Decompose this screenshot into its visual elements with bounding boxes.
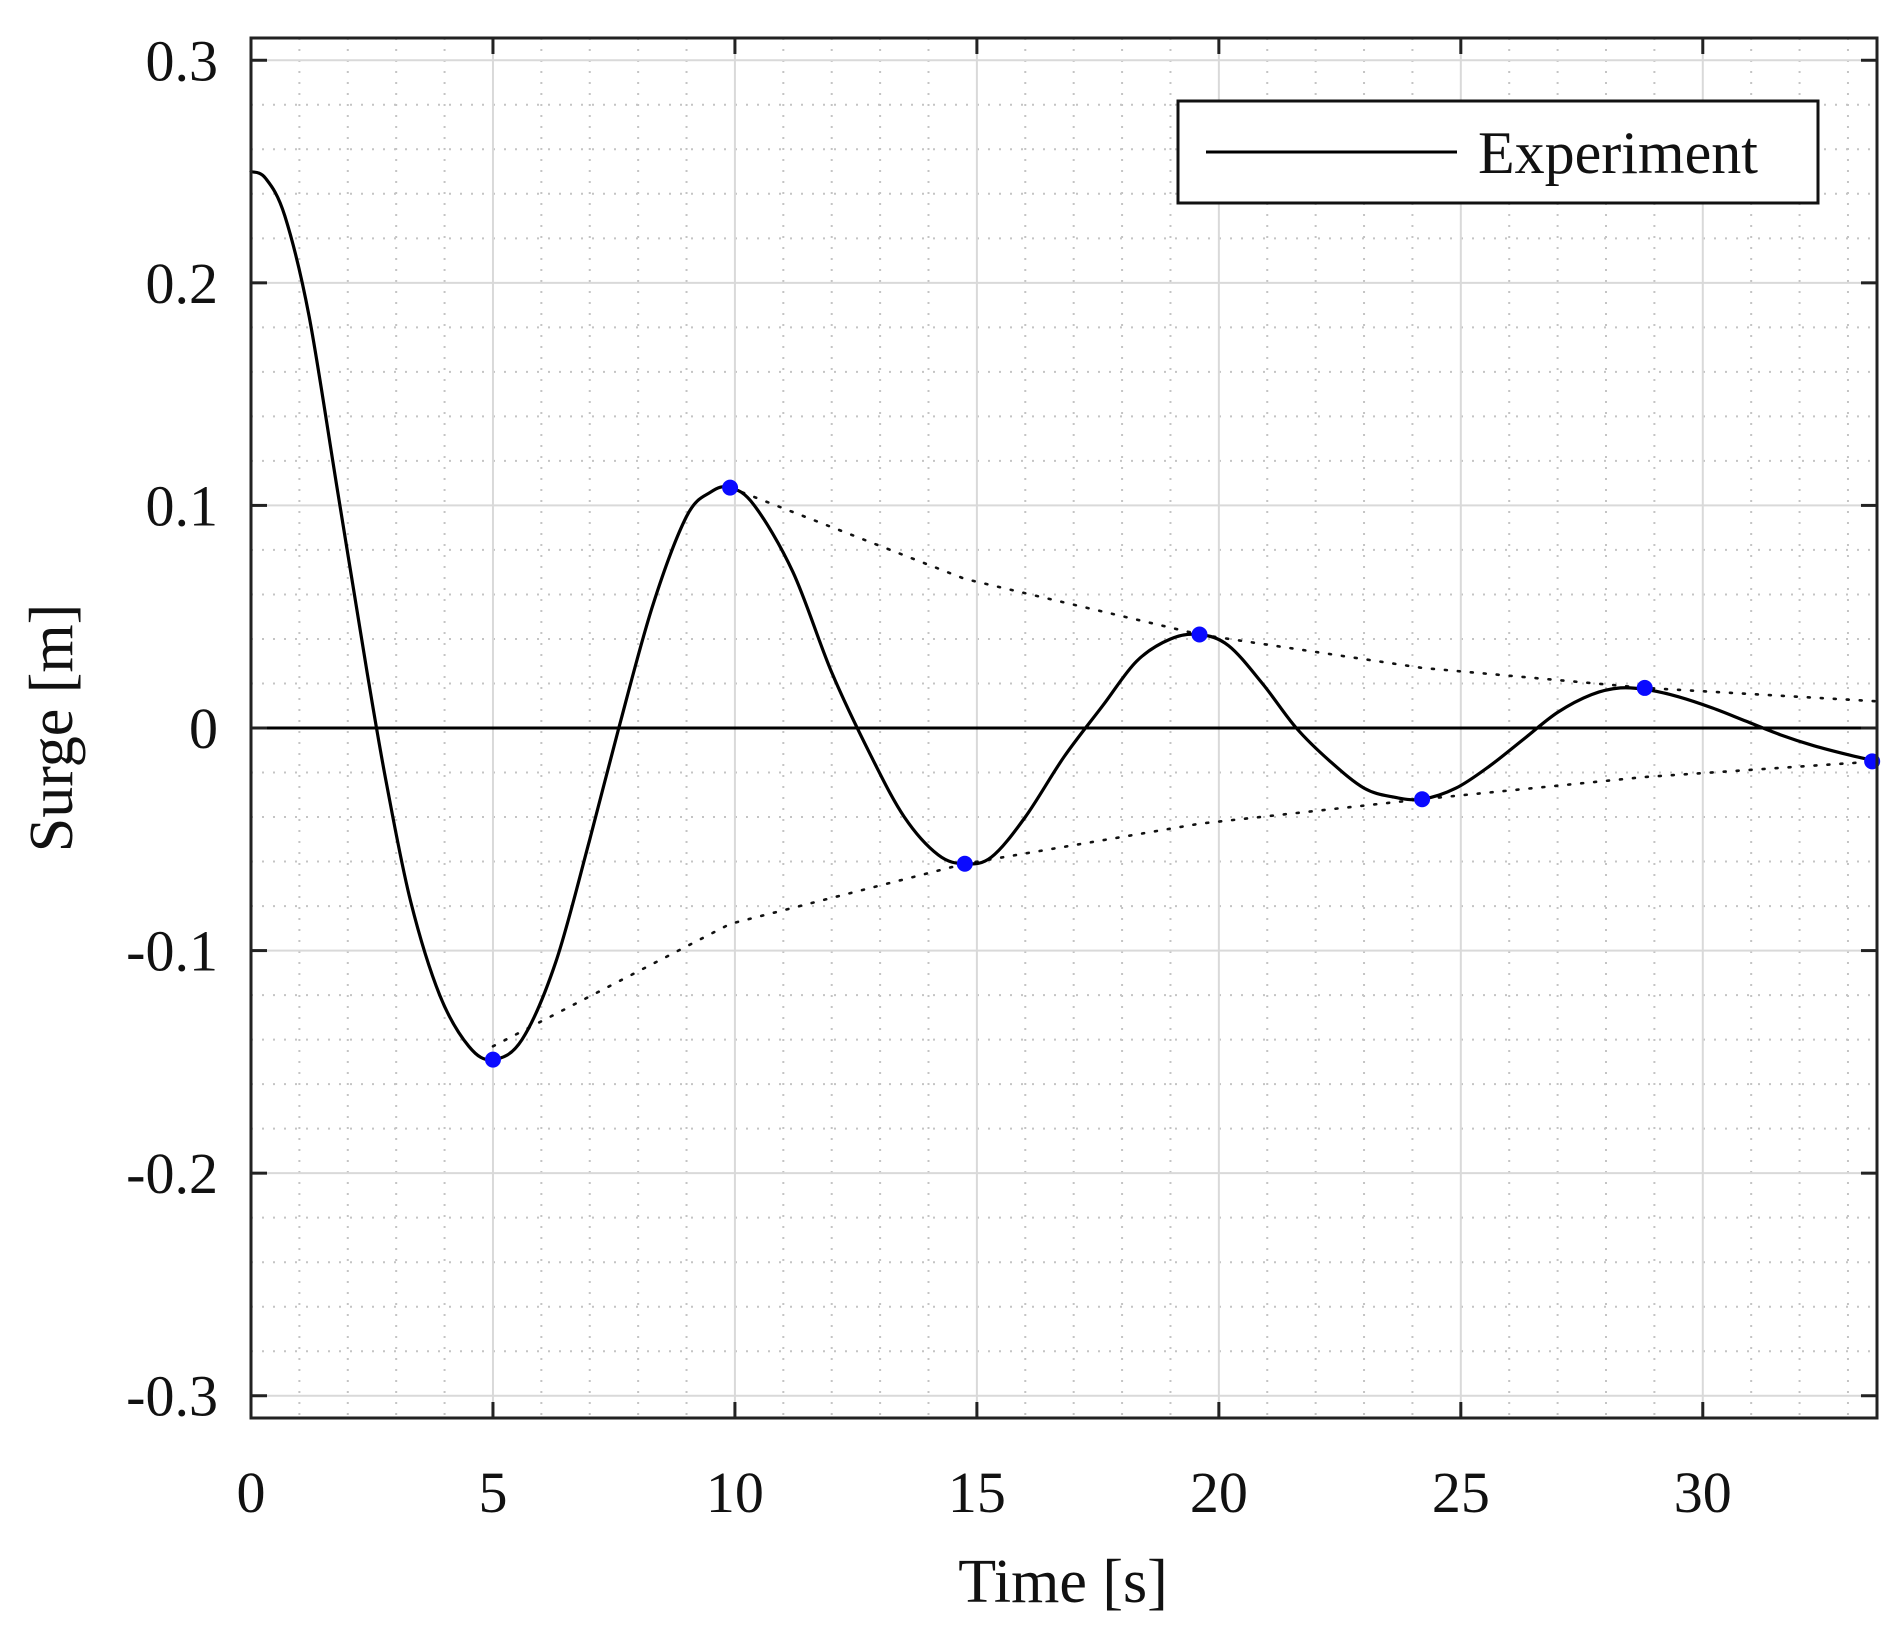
tick-marks — [249, 38, 1877, 1418]
peak-marker — [1636, 679, 1653, 696]
peak-marker — [722, 479, 739, 496]
y-axis-label: Surge [m] — [18, 604, 86, 853]
y-tick-label: -0.2 — [126, 1141, 218, 1206]
envelope-lines — [491, 486, 1879, 1048]
x-tick-label: 20 — [1190, 1460, 1248, 1525]
x-tick-label: 5 — [478, 1460, 507, 1525]
x-tick-labels: 0 5 10 15 20 25 30 — [237, 1460, 1732, 1525]
peak-marker — [484, 1051, 501, 1068]
y-tick-label: 0 — [189, 696, 218, 761]
legend-entry-experiment: Experiment — [1478, 120, 1758, 186]
x-tick-label: 0 — [237, 1460, 266, 1525]
x-tick-label: 10 — [706, 1460, 764, 1525]
series-layer — [249, 169, 1879, 1062]
y-tick-label: -0.3 — [126, 1364, 218, 1429]
x-tick-label: 30 — [1674, 1460, 1732, 1525]
legend: Experiment — [1176, 99, 1820, 205]
x-axis-label: Time [s] — [958, 1548, 1168, 1616]
peak-markers — [484, 479, 1881, 1068]
y-tick-label: -0.1 — [126, 919, 218, 984]
x-tick-label: 15 — [948, 1460, 1006, 1525]
lower-envelope — [491, 760, 1879, 1048]
peak-marker — [1191, 626, 1208, 643]
y-tick-labels: -0.3 -0.2 -0.1 0 0.1 0.2 0.3 — [126, 28, 218, 1428]
upper-envelope — [728, 486, 1879, 703]
x-tick-label: 25 — [1432, 1460, 1490, 1525]
y-tick-label: 0.1 — [146, 473, 219, 538]
peak-marker — [1414, 791, 1431, 808]
series-line-experiment — [249, 169, 1879, 1062]
peak-marker — [956, 855, 973, 872]
y-tick-label: 0.3 — [146, 28, 219, 93]
y-tick-label: 0.2 — [146, 251, 219, 316]
